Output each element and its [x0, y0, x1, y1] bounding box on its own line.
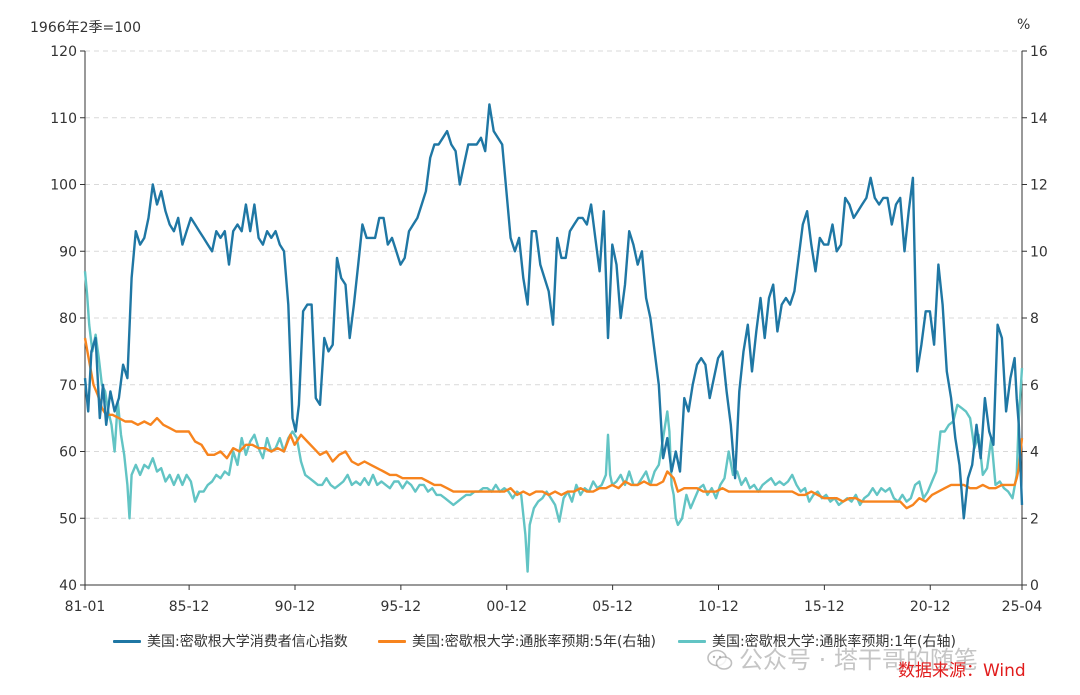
left-axis-tick-labels: 40 50 60 70 80 90 100 110 120 — [50, 44, 77, 594]
right-axis-unit-label: % — [1017, 17, 1031, 33]
legend-item-1y-inflation-expectation: 美国:密歇根大学:通胀率预期:1年(右轴) — [678, 631, 956, 651]
legend-label: 美国:密歇根大学:通胀率预期:1年(右轴) — [712, 634, 956, 650]
x-axis-tick-label: 10-12 — [698, 599, 739, 615]
wechat-icon — [707, 649, 733, 670]
x-axis-tick-label: 20-12 — [910, 599, 951, 615]
legend-item-5y-inflation-expectation: 美国:密歇根大学:通胀率预期:5年(右轴) — [378, 631, 656, 651]
watermark-text: 公众号 · 塔干哥的随笔 — [739, 646, 978, 674]
x-axis-tick-label: 00-12 — [486, 599, 527, 615]
x-axis-tick-label: 95-12 — [381, 599, 422, 615]
legend-label: 美国:密歇根大学:通胀率预期:5年(右轴) — [412, 634, 656, 650]
legend-item-consumer-sentiment: 美国:密歇根大学消费者信心指数 — [113, 631, 348, 651]
left-axis-tick-label: 120 — [50, 44, 77, 60]
legend-swatch — [378, 639, 406, 643]
x-axis-tick-labels: 81-01 85-12 90-12 95-12 00-12 05-12 10-12 15-12… — [65, 599, 1043, 615]
x-axis-tick-label: 05-12 — [592, 599, 633, 615]
grid-lines — [85, 50, 1022, 519]
left-axis-tick-label: 50 — [59, 511, 77, 527]
left-axis-unit-label: 1966年2季=100 — [30, 20, 141, 36]
legend-label: 美国:密歇根大学消费者信心指数 — [147, 634, 348, 650]
series-line-1 — [83, 337, 1024, 510]
series-line-2 — [83, 271, 1024, 573]
right-axis-tick-label: 8 — [1030, 311, 1039, 327]
right-axis-tick-label: 10 — [1030, 244, 1048, 260]
series-line-0 — [83, 103, 1024, 520]
left-axis-tick-label: 90 — [59, 244, 77, 260]
left-axis-tick-label: 60 — [59, 445, 77, 461]
right-axis-tick-label: 12 — [1030, 178, 1048, 194]
right-axis-tick-label: 2 — [1030, 511, 1039, 527]
x-axis-tick-label: 25-04 — [1002, 599, 1043, 615]
left-axis-tick-label: 80 — [59, 311, 77, 327]
right-axis-tick-label: 16 — [1030, 44, 1048, 60]
left-axis-tick-label: 40 — [59, 578, 77, 594]
legend-swatch — [678, 639, 706, 643]
x-axis-tick-label: 15-12 — [804, 599, 845, 615]
left-axis-tick-label: 70 — [59, 378, 77, 394]
x-axis-tick-label: 81-01 — [65, 599, 106, 615]
right-axis-tick-labels: 0 2 4 6 8 10 12 14 16 — [1030, 44, 1048, 594]
watermark: 公众号 · 塔干哥的随笔 — [707, 640, 978, 675]
x-axis-tick-label: 85-12 — [169, 599, 210, 615]
left-axis-tick-label: 100 — [50, 178, 77, 194]
left-axis-tick-label: 110 — [50, 111, 77, 127]
right-axis-tick-label: 6 — [1030, 378, 1039, 394]
series-lines — [83, 103, 1024, 573]
legend-swatch — [113, 639, 141, 643]
right-axis-tick-label: 4 — [1030, 445, 1039, 461]
source-note: 数据来源：Wind — [898, 661, 1026, 681]
right-axis-tick-label: 0 — [1030, 578, 1039, 594]
right-axis-tick-label: 14 — [1030, 111, 1048, 127]
x-axis-tick-label: 90-12 — [275, 599, 316, 615]
legend: 美国:密歇根大学消费者信心指数 美国:密歇根大学:通胀率预期:5年(右轴) 美国… — [0, 631, 1080, 653]
